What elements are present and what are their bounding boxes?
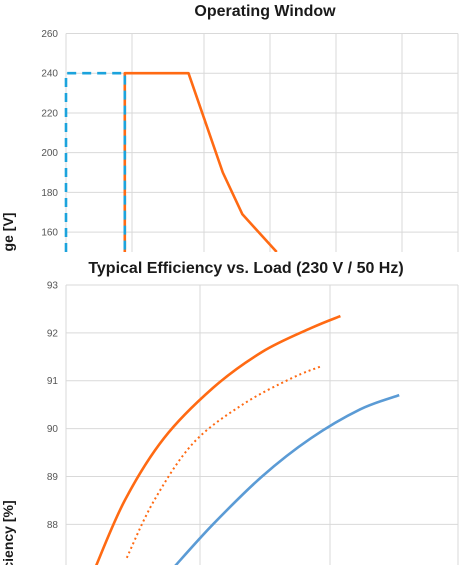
chart-title: Typical Efficiency vs. Load (230 V / 50 … [88, 260, 403, 277]
y-tick-label: 90 [47, 424, 59, 435]
series-line-dashed [64, 71, 127, 252]
chart-panel-background [0, 252, 471, 565]
y-tick-label: 180 [41, 188, 58, 199]
series-lines [64, 71, 278, 253]
series-lines [95, 314, 400, 565]
operating-window-chart: Operating Window 260 240 220 200 180 160 ge [… [0, 3, 459, 253]
y-tick-label: 260 [41, 29, 58, 40]
y-tick-label: 88 [47, 520, 59, 531]
y-tick-label: 89 [47, 472, 59, 483]
series-line-solid [174, 393, 400, 565]
gridlines [65, 33, 459, 252]
y-tick-label: 240 [41, 69, 58, 80]
y-tick-label: 92 [47, 328, 59, 339]
y-axis-title: ciency [%] [0, 500, 16, 565]
y-tick-label: 200 [41, 148, 58, 159]
series-line-solid [95, 314, 341, 565]
series-line-dotted [125, 365, 322, 559]
series-line-solid [123, 71, 278, 253]
chart-title: Operating Window [194, 3, 336, 20]
y-tick-label: 93 [47, 281, 59, 292]
y-tick-label: 91 [47, 376, 59, 387]
y-tick-label: 220 [41, 108, 58, 119]
efficiency-chart: Typical Efficiency vs. Load (230 V / 50 … [0, 260, 459, 565]
y-axis-title: ge [V] [0, 213, 16, 252]
y-tick-labels: 93 92 91 90 89 88 [47, 281, 59, 531]
y-tick-label: 160 [41, 228, 58, 239]
y-tick-labels: 260 240 220 200 180 160 [41, 29, 58, 239]
